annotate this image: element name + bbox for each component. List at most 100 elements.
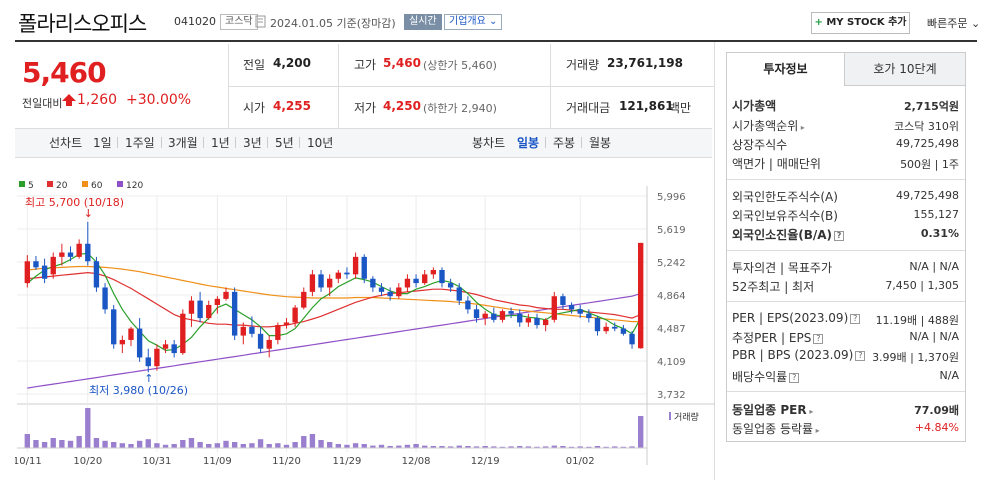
candle-body bbox=[620, 328, 627, 334]
panel-row-label: 52주최고 | 최저 bbox=[732, 278, 814, 295]
candle-body bbox=[594, 318, 601, 332]
add-mystock-button[interactable]: + MY STOCK 추가 bbox=[811, 12, 910, 34]
volume-bar bbox=[309, 434, 316, 448]
period-5y[interactable]: 5년 bbox=[275, 136, 294, 150]
volume-bar bbox=[318, 440, 324, 448]
volume-bar bbox=[128, 444, 134, 448]
volume-bar bbox=[249, 443, 255, 448]
panel-row-value: 500원 | 1주 bbox=[900, 158, 959, 171]
candle-chart-label[interactable]: 봉차트 bbox=[472, 136, 506, 150]
min-label: 최저 3,980 (10/26) bbox=[89, 384, 188, 397]
candle-body bbox=[638, 242, 644, 349]
volume-bar bbox=[542, 446, 549, 448]
line-chart-label[interactable]: 선차트 bbox=[49, 136, 83, 150]
candle-monthly[interactable]: 월봉 bbox=[589, 136, 612, 150]
candle-body bbox=[413, 278, 419, 284]
period-1d[interactable]: 1일 bbox=[93, 136, 112, 150]
panel-row-label: 투자의견 | 목표주가 bbox=[732, 259, 832, 276]
candle-body bbox=[145, 357, 151, 367]
volume-bar bbox=[352, 443, 359, 448]
arrow-icon[interactable]: ▸ bbox=[798, 123, 805, 132]
candle-weekly[interactable]: 주봉 bbox=[553, 136, 576, 150]
candle-body bbox=[430, 269, 437, 275]
volume-bar bbox=[612, 446, 618, 448]
period-3m[interactable]: 3개월 bbox=[168, 136, 198, 150]
panel-row-value: N/A | N/A bbox=[909, 330, 959, 343]
separator bbox=[299, 137, 300, 148]
volume-bar bbox=[396, 445, 402, 448]
volume-bar bbox=[629, 446, 635, 448]
high-label: 고가 bbox=[354, 58, 377, 72]
period-3y[interactable]: 3년 bbox=[243, 136, 262, 150]
volume-bar bbox=[111, 442, 117, 448]
candle-body bbox=[283, 322, 290, 326]
candle-daily[interactable]: 일봉 bbox=[517, 136, 540, 150]
candle-body bbox=[517, 313, 523, 323]
panel-row-value: 3.99배 | 1,370원 bbox=[872, 351, 959, 364]
candle-body bbox=[318, 274, 324, 288]
period-10y[interactable]: 10년 bbox=[307, 136, 334, 150]
candle-body bbox=[67, 252, 74, 257]
volume-bar bbox=[422, 445, 428, 448]
volume-bar bbox=[404, 444, 411, 448]
tab-investment-info[interactable]: 투자정보 bbox=[727, 53, 845, 86]
panel-row-value: +4.84% bbox=[914, 421, 959, 434]
candle-body bbox=[309, 274, 316, 292]
volume-bar bbox=[439, 446, 445, 448]
tab-orderbook[interactable]: 호가 10단계 bbox=[845, 53, 965, 86]
volume-bar bbox=[430, 446, 437, 448]
volume-bar bbox=[301, 436, 307, 448]
change-amount: 1,260 bbox=[77, 92, 118, 108]
volume-bar bbox=[473, 446, 480, 448]
x-tick-label: 01/02 bbox=[566, 456, 595, 467]
panel-row-value: 77.09배 bbox=[914, 404, 959, 417]
arrow-icon[interactable]: ▸ bbox=[806, 407, 814, 416]
quick-order-dropdown[interactable]: 빠른주문 ⌄ bbox=[927, 17, 981, 30]
up-arrow-icon bbox=[62, 94, 76, 106]
candle-body bbox=[525, 318, 532, 323]
volume-bar bbox=[223, 440, 229, 448]
candle-body bbox=[499, 311, 506, 320]
volume-bar bbox=[551, 445, 557, 448]
help-icon[interactable]: ? bbox=[850, 313, 861, 324]
prev-close-value: 4,200 bbox=[273, 56, 311, 70]
volume-bar bbox=[283, 444, 290, 448]
help-icon[interactable]: ? bbox=[834, 230, 845, 241]
separator bbox=[161, 137, 162, 148]
volume-bar bbox=[560, 446, 566, 448]
company-overview-dropdown[interactable]: 기업개요 ⌄ bbox=[444, 14, 503, 30]
volume-bar bbox=[525, 446, 532, 448]
panel-row-value: 155,127 bbox=[913, 208, 960, 221]
y-tick-label: 4,109 bbox=[657, 357, 686, 368]
candle-body bbox=[551, 296, 557, 320]
change-label: 전일대비 bbox=[22, 97, 63, 110]
candle-body bbox=[577, 309, 583, 314]
panel-row-value: 0.31% bbox=[920, 227, 959, 240]
candle-body bbox=[275, 325, 281, 340]
candle-body bbox=[257, 333, 264, 349]
volume-bar bbox=[102, 440, 108, 448]
y-tick-label: 3,732 bbox=[657, 390, 686, 401]
period-1w[interactable]: 1주일 bbox=[125, 136, 155, 150]
volume-bar bbox=[231, 442, 238, 448]
realtime-button[interactable]: 실시간 bbox=[404, 14, 442, 30]
panel-row-label: 외국인보유주식수(B) bbox=[732, 207, 838, 224]
period-1y[interactable]: 1년 bbox=[211, 136, 230, 150]
panel-separator bbox=[727, 391, 965, 392]
volume-bar bbox=[491, 446, 497, 448]
volume-legend-swatch bbox=[669, 412, 671, 420]
help-icon[interactable]: ? bbox=[813, 333, 824, 344]
candle-body bbox=[482, 313, 488, 319]
help-icon[interactable]: ? bbox=[789, 372, 800, 383]
candle-body bbox=[586, 313, 592, 319]
y-tick-label: 5,242 bbox=[657, 258, 686, 269]
volume-bar bbox=[499, 446, 506, 448]
candle-body bbox=[396, 287, 402, 297]
date-info: 2024.01.05 기준(장마감) bbox=[270, 17, 396, 30]
volume-bar bbox=[240, 444, 246, 448]
arrow-icon[interactable]: ▸ bbox=[813, 426, 820, 435]
candle-body bbox=[301, 291, 307, 308]
legend-label: 120 bbox=[126, 181, 143, 191]
help-icon[interactable]: ? bbox=[855, 350, 866, 361]
upper-limit: (상한가 5,460) bbox=[423, 59, 497, 72]
